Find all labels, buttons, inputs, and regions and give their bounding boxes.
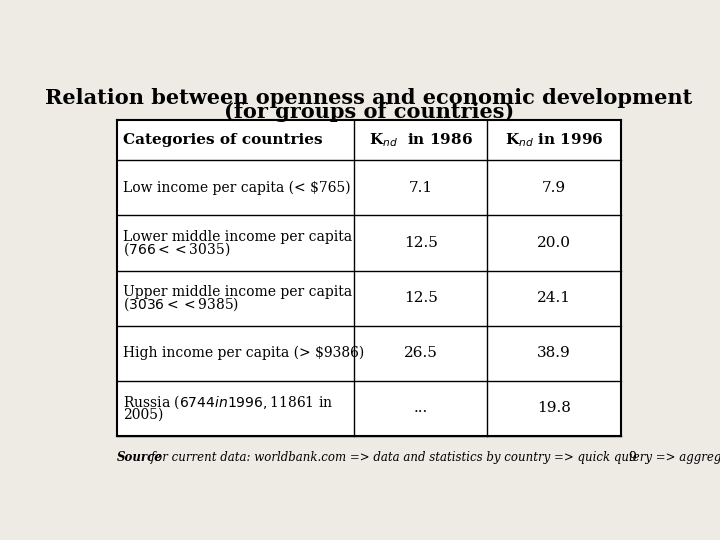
Text: ...: ...	[413, 401, 428, 415]
Text: (for groups of countries): (for groups of countries)	[224, 102, 514, 122]
Text: 7.9: 7.9	[542, 181, 566, 195]
Text: 2005): 2005)	[123, 408, 163, 422]
Text: ($766 <  < $3035): ($766 < < $3035)	[123, 240, 231, 258]
Text: 19.8: 19.8	[537, 401, 571, 415]
Text: Lower middle income per capita: Lower middle income per capita	[123, 230, 353, 244]
Text: K$_{nd}$ in 1996: K$_{nd}$ in 1996	[505, 131, 603, 149]
Text: Russia ($6744 in1996 , $11861 in: Russia ($6744 in1996 , $11861 in	[123, 393, 333, 411]
Bar	[117, 120, 621, 436]
Text: High income per capita (> $9386): High income per capita (> $9386)	[123, 346, 364, 360]
Text: ($3036 <  < $9385): ($3036 < < $9385)	[123, 295, 240, 313]
Text: 7.1: 7.1	[408, 181, 433, 195]
Text: K$_{nd}$  in 1986: K$_{nd}$ in 1986	[369, 131, 472, 149]
Text: Source: Source	[117, 451, 163, 464]
Text: Upper middle income per capita: Upper middle income per capita	[123, 285, 353, 299]
Text: 12.5: 12.5	[404, 236, 438, 250]
Text: Categories of countries: Categories of countries	[123, 133, 323, 147]
Text: 9: 9	[629, 451, 636, 464]
Text: 12.5: 12.5	[404, 291, 438, 305]
Text: 26.5: 26.5	[404, 346, 438, 360]
Text: Low income per capita (< $765): Low income per capita (< $765)	[123, 181, 351, 195]
Text: 20.0: 20.0	[537, 236, 571, 250]
Text: 38.9: 38.9	[537, 346, 571, 360]
Text: Relation between openness and economic development: Relation between openness and economic d…	[45, 88, 693, 108]
Text: 24.1: 24.1	[537, 291, 571, 305]
Text: for current data: worldbank.com => data and statistics by country => quick quier: for current data: worldbank.com => data …	[147, 451, 720, 464]
